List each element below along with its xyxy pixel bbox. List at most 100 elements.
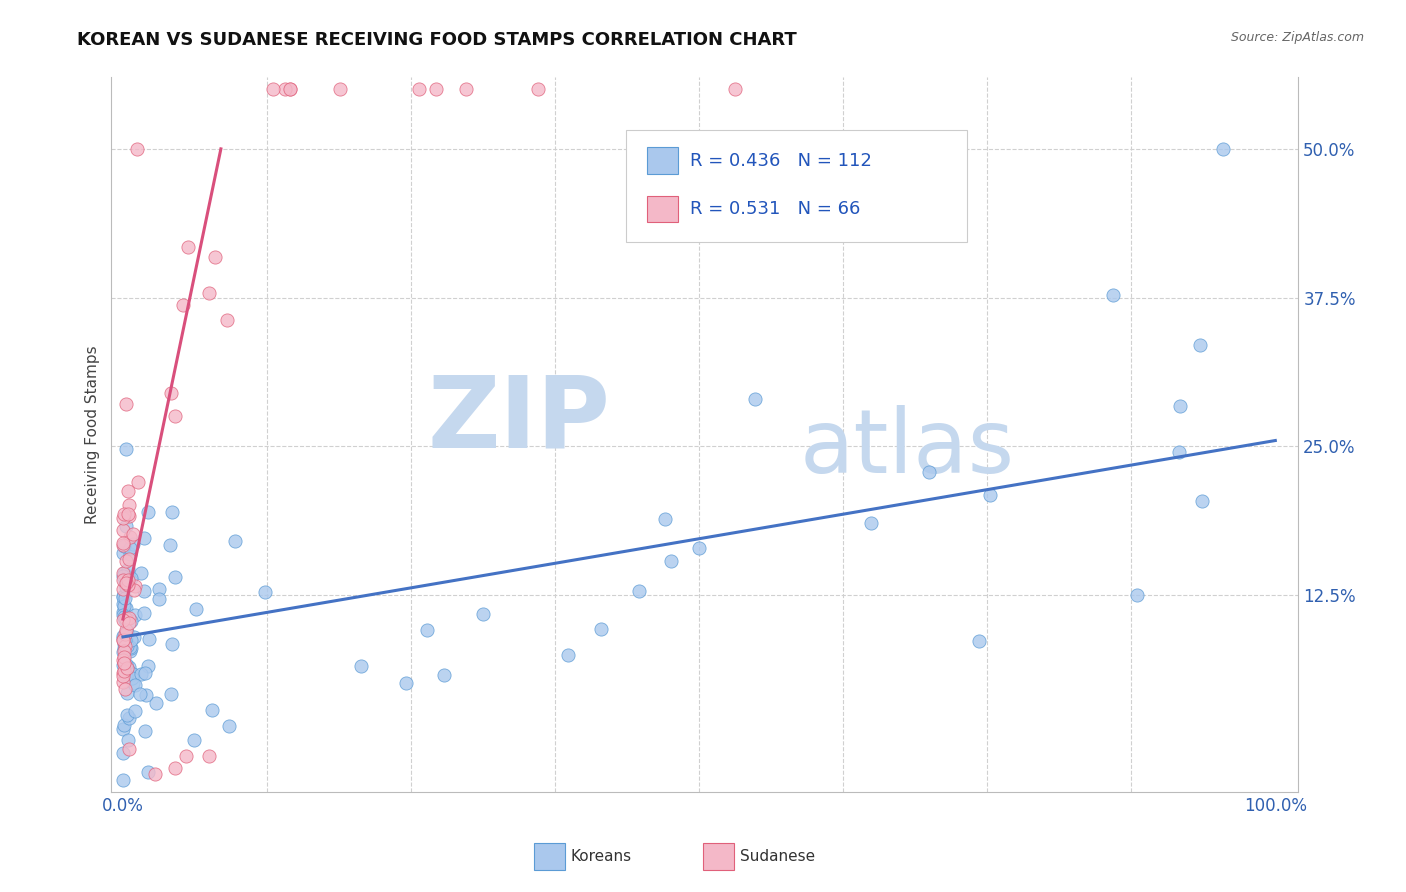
Point [115,442,138,456]
Point [111,535,134,549]
Point [115,661,138,675]
Point [112,717,135,731]
Point [117,562,139,576]
Point [120,640,142,654]
Point [278,82,301,96]
Point [118,508,141,523]
Point [163,761,186,775]
Point [117,639,139,653]
Point [117,484,139,499]
Point [112,633,135,648]
Point [136,764,159,779]
Point [121,666,143,681]
Point [114,639,136,653]
Point [114,576,136,591]
Point [979,487,1001,501]
Point [117,570,139,584]
Point [159,386,181,401]
Point [967,634,990,648]
Point [117,711,139,725]
Point [111,613,134,627]
Point [122,675,145,690]
Point [148,591,170,606]
Point [115,707,138,722]
Point [395,676,418,690]
Point [114,591,136,605]
Point [111,546,134,560]
Point [118,530,141,544]
Point [111,582,134,597]
Point [1191,494,1213,508]
Point [115,669,138,683]
Point [112,664,135,678]
Point [121,666,143,681]
Point [111,631,134,645]
Point [148,582,170,596]
Point [200,703,222,717]
Point [111,523,134,537]
Point [115,686,138,700]
Point [527,82,550,96]
Point [112,656,135,670]
Point [165,570,187,584]
Point [1188,337,1211,351]
Point [120,640,142,655]
Point [115,631,138,645]
Point [114,633,136,648]
Point [129,667,152,681]
Point [111,644,134,658]
Point [114,657,136,671]
Point [112,610,135,624]
Point [112,640,135,655]
Point [198,286,221,301]
Point [115,519,138,533]
Text: KOREAN VS SUDANESE RECEIVING FOOD STAMPS CORRELATION CHART: KOREAN VS SUDANESE RECEIVING FOOD STAMPS… [77,31,797,49]
Point [121,671,143,685]
Point [117,733,139,747]
Point [134,666,156,681]
Point [111,608,134,623]
Point [143,767,166,781]
Point [160,637,183,651]
Point [128,687,150,701]
Point [112,539,135,553]
Text: R = 0.531   N = 66: R = 0.531 N = 66 [690,200,860,219]
Point [136,505,159,519]
Point [132,531,155,545]
Point [111,746,134,760]
Point [177,240,200,254]
Point [1126,588,1149,602]
Point [118,547,141,561]
Point [112,669,135,683]
Point [111,597,134,611]
Point [118,498,141,512]
Point [591,622,613,636]
Point [112,666,135,681]
Point [120,633,142,648]
Point [112,643,135,657]
Point [145,697,167,711]
Point [454,82,477,96]
Point [118,610,141,624]
Point [350,659,373,673]
Point [744,392,766,407]
Point [122,537,145,551]
Point [1212,142,1234,156]
Point [114,627,136,641]
Point [124,704,146,718]
Point [114,600,136,615]
Point [114,580,136,594]
Point [117,507,139,521]
Point [112,637,135,651]
Y-axis label: Receiving Food Stamps: Receiving Food Stamps [86,345,100,524]
Point [122,526,145,541]
Point [112,652,135,666]
Point [112,650,135,665]
Point [433,668,456,682]
Point [111,632,134,647]
Point [918,465,941,479]
Point [118,616,141,631]
Text: Source: ZipAtlas.com: Source: ZipAtlas.com [1230,31,1364,45]
Point [115,635,138,649]
Text: Sudanese: Sudanese [740,849,814,863]
